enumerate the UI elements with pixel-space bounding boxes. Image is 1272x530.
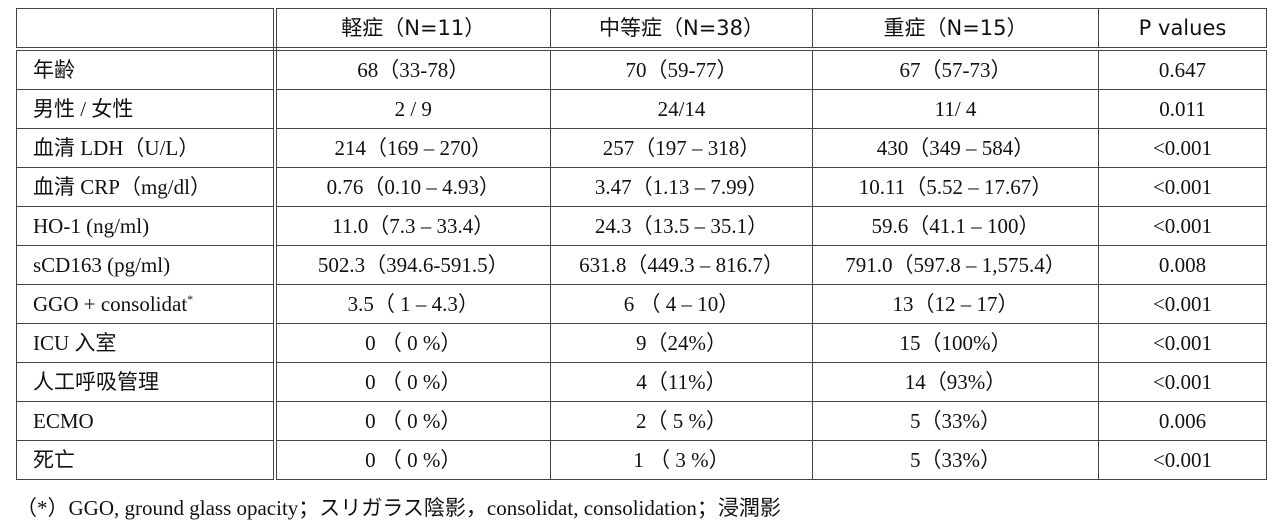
table-row: 人工呼吸管理 0 （ 0 %） 4（11%） 14（93%） <0.001 bbox=[16, 362, 1267, 402]
table-row: HO-1 (ng/ml) 11.0（7.3 – 33.4） 24.3（13.5 … bbox=[16, 206, 1267, 246]
header-cell-mild: 軽症（N=11） bbox=[274, 8, 551, 51]
cell-mild: 11.0（7.3 – 33.4） bbox=[274, 206, 551, 246]
table-row: 男性 / 女性 2 / 9 24/14 11/ 4 0.011 bbox=[16, 89, 1267, 129]
cell-mild: 0.76（0.10 – 4.93） bbox=[274, 167, 551, 207]
table-footnote: （*）GGO, ground glass opacity；スリガラス陰影，con… bbox=[16, 496, 781, 520]
table-row: 血清 LDH（U/L） 214（169 – 270） 257（197 – 318… bbox=[16, 128, 1267, 168]
cell-severe: 5（33%） bbox=[812, 440, 1099, 480]
cell-moderate: 3.47（1.13 – 7.99） bbox=[550, 167, 813, 207]
cell-p-value: <0.001 bbox=[1098, 362, 1267, 402]
cell-mild: 502.3（394.6-591.5） bbox=[274, 245, 551, 285]
table-row: 血清 CRP（mg/dl） 0.76（0.10 – 4.93） 3.47（1.1… bbox=[16, 167, 1267, 207]
row-label: HO-1 (ng/ml) bbox=[16, 206, 277, 246]
cell-p-value: 0.011 bbox=[1098, 89, 1267, 129]
cell-severe: 59.6（41.1 – 100） bbox=[812, 206, 1099, 246]
cell-p-value: <0.001 bbox=[1098, 167, 1267, 207]
table-row: GGO + consolidat* 3.5（ 1 – 4.3） 6 （ 4 – … bbox=[16, 284, 1267, 324]
row-label-with-footnote: GGO + consolidat* bbox=[16, 284, 277, 324]
header-cell-empty bbox=[16, 8, 277, 51]
cell-p-value: <0.001 bbox=[1098, 206, 1267, 246]
table-row: 死亡 0 （ 0 %） 1 （ 3 %） 5（33%） <0.001 bbox=[16, 440, 1267, 480]
results-table: 軽症（N=11） 中等症（N=38） 重症（N=15） P values 年齢 … bbox=[16, 8, 1267, 480]
table-row: 年齢 68（33-78） 70（59-77） 67（57-73） 0.647 bbox=[16, 48, 1267, 90]
cell-p-value: <0.001 bbox=[1098, 128, 1267, 168]
cell-mild: 68（33-78） bbox=[274, 48, 551, 90]
row-label: 血清 LDH（U/L） bbox=[16, 128, 277, 168]
cell-p-value: <0.001 bbox=[1098, 440, 1267, 480]
table-row: ICU 入室 0 （ 0 %） 9（24%） 15（100%） <0.001 bbox=[16, 323, 1267, 363]
cell-mild: 3.5（ 1 – 4.3） bbox=[274, 284, 551, 324]
cell-p-value: <0.001 bbox=[1098, 323, 1267, 363]
row-label: 人工呼吸管理 bbox=[16, 362, 277, 402]
cell-moderate: 24.3（13.5 – 35.1） bbox=[550, 206, 813, 246]
cell-moderate: 70（59-77） bbox=[550, 48, 813, 90]
row-label: 男性 / 女性 bbox=[16, 89, 277, 129]
cell-mild: 0 （ 0 %） bbox=[274, 440, 551, 480]
row-label: sCD163 (pg/ml) bbox=[16, 245, 277, 285]
cell-mild: 0 （ 0 %） bbox=[274, 323, 551, 363]
cell-severe: 14（93%） bbox=[812, 362, 1099, 402]
row-label: ICU 入室 bbox=[16, 323, 277, 363]
row-label-text: GGO + consolidat bbox=[33, 292, 188, 316]
table-container: 軽症（N=11） 中等症（N=38） 重症（N=15） P values 年齢 … bbox=[16, 8, 1267, 522]
cell-severe: 430（349 – 584） bbox=[812, 128, 1099, 168]
cell-mild: 0 （ 0 %） bbox=[274, 401, 551, 441]
cell-p-value: 0.008 bbox=[1098, 245, 1267, 285]
cell-p-value: <0.001 bbox=[1098, 284, 1267, 324]
cell-moderate: 4（11%） bbox=[550, 362, 813, 402]
cell-mild: 0 （ 0 %） bbox=[274, 362, 551, 402]
footnote-marker: * bbox=[187, 292, 194, 306]
cell-severe: 791.0（597.8 – 1,575.4） bbox=[812, 245, 1099, 285]
cell-p-value: 0.647 bbox=[1098, 48, 1267, 90]
cell-moderate: 6 （ 4 – 10） bbox=[550, 284, 813, 324]
header-cell-moderate: 中等症（N=38） bbox=[550, 8, 813, 51]
header-cell-p-values: P values bbox=[1098, 8, 1267, 51]
row-label: 血清 CRP（mg/dl） bbox=[16, 167, 277, 207]
cell-severe: 15（100%） bbox=[812, 323, 1099, 363]
row-label: 死亡 bbox=[16, 440, 277, 480]
table-row: sCD163 (pg/ml) 502.3（394.6-591.5） 631.8（… bbox=[16, 245, 1267, 285]
cell-moderate: 631.8（449.3 – 816.7） bbox=[550, 245, 813, 285]
cell-severe: 5（33%） bbox=[812, 401, 1099, 441]
header-cell-severe: 重症（N=15） bbox=[812, 8, 1099, 51]
cell-moderate: 2（ 5 %） bbox=[550, 401, 813, 441]
cell-severe: 11/ 4 bbox=[812, 89, 1099, 129]
cell-severe: 13（12 – 17） bbox=[812, 284, 1099, 324]
cell-severe: 67（57-73） bbox=[812, 48, 1099, 90]
cell-moderate: 257（197 – 318） bbox=[550, 128, 813, 168]
cell-severe: 10.11（5.52 – 17.67） bbox=[812, 167, 1099, 207]
cell-mild: 2 / 9 bbox=[274, 89, 551, 129]
row-label: ECMO bbox=[16, 401, 277, 441]
header-row: 軽症（N=11） 中等症（N=38） 重症（N=15） P values bbox=[16, 8, 1267, 51]
cell-moderate: 24/14 bbox=[550, 89, 813, 129]
cell-mild: 214（169 – 270） bbox=[274, 128, 551, 168]
cell-moderate: 9（24%） bbox=[550, 323, 813, 363]
cell-moderate: 1 （ 3 %） bbox=[550, 440, 813, 480]
row-label: 年齢 bbox=[16, 48, 277, 90]
cell-p-value: 0.006 bbox=[1098, 401, 1267, 441]
table-row: ECMO 0 （ 0 %） 2（ 5 %） 5（33%） 0.006 bbox=[16, 401, 1267, 441]
